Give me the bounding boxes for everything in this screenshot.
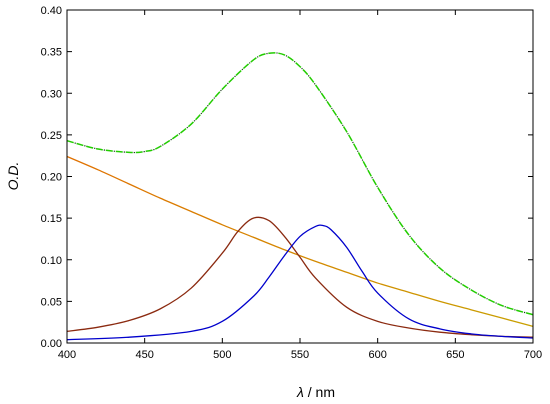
x-tick-label: 550 [291, 349, 309, 361]
y-tick-label: 0.15 [41, 213, 62, 225]
x-tick-label: 450 [135, 349, 153, 361]
y-tick-label: 0.35 [41, 47, 62, 59]
x-tick-label: 500 [213, 349, 231, 361]
y-tick-label: 0.00 [41, 338, 62, 350]
x-tick-label: 400 [58, 349, 76, 361]
series-line-2 [66, 216, 534, 338]
axes-layer: 400 450 500 550 600 650 700 0.00 0.05 0.10 0.15 0.2… [41, 5, 543, 361]
series-line-1 [66, 155, 534, 327]
plot-background [67, 10, 533, 343]
y-tick-label: 0.25 [41, 130, 62, 142]
y-tick-label: 0.40 [41, 5, 62, 17]
x-tick-label: 650 [446, 349, 464, 361]
y-tick-label: 0.10 [41, 255, 62, 267]
x-axis-unit: / nm [304, 384, 335, 400]
y-tick-label: 0.20 [41, 172, 62, 184]
x-tick-label: 700 [524, 349, 542, 361]
series-line-4 [66, 52, 534, 316]
series-line-3 [66, 224, 534, 341]
y-tick-label: 0.30 [41, 88, 62, 100]
x-axis-title: λ / nm [296, 384, 335, 400]
series-layer [66, 52, 534, 341]
x-tick-label: 600 [368, 349, 386, 361]
y-tick-label: 0.05 [41, 296, 62, 308]
plot-area [67, 10, 533, 343]
y-axis-title: O.D. [5, 162, 21, 191]
series-line-4-dots [66, 52, 534, 316]
x-axis-symbol: λ [296, 384, 304, 400]
